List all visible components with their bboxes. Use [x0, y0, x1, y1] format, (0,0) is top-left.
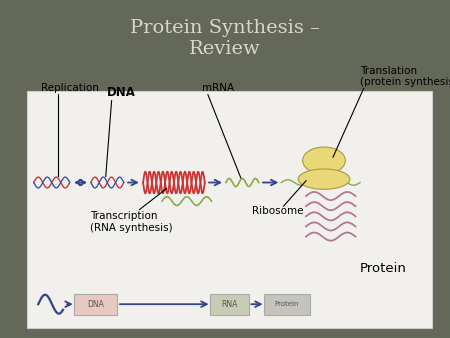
- Text: Transcription
(RNA synthesis): Transcription (RNA synthesis): [90, 211, 173, 233]
- Ellipse shape: [298, 169, 350, 189]
- Text: Protein: Protein: [360, 262, 407, 275]
- FancyBboxPatch shape: [264, 294, 310, 315]
- Text: Replication: Replication: [41, 82, 99, 93]
- Text: DNA: DNA: [87, 300, 104, 309]
- Text: Ribosome: Ribosome: [252, 206, 303, 216]
- Text: Protein: Protein: [274, 301, 299, 307]
- Text: Translation
(protein synthesis): Translation (protein synthesis): [360, 66, 450, 87]
- FancyBboxPatch shape: [74, 294, 117, 315]
- FancyBboxPatch shape: [210, 294, 249, 315]
- Text: RNA: RNA: [221, 300, 238, 309]
- Ellipse shape: [302, 147, 346, 174]
- FancyBboxPatch shape: [27, 91, 432, 328]
- Text: DNA: DNA: [107, 87, 136, 99]
- Text: Protein Synthesis –
Review: Protein Synthesis – Review: [130, 20, 320, 58]
- Text: mRNA: mRNA: [202, 83, 234, 93]
